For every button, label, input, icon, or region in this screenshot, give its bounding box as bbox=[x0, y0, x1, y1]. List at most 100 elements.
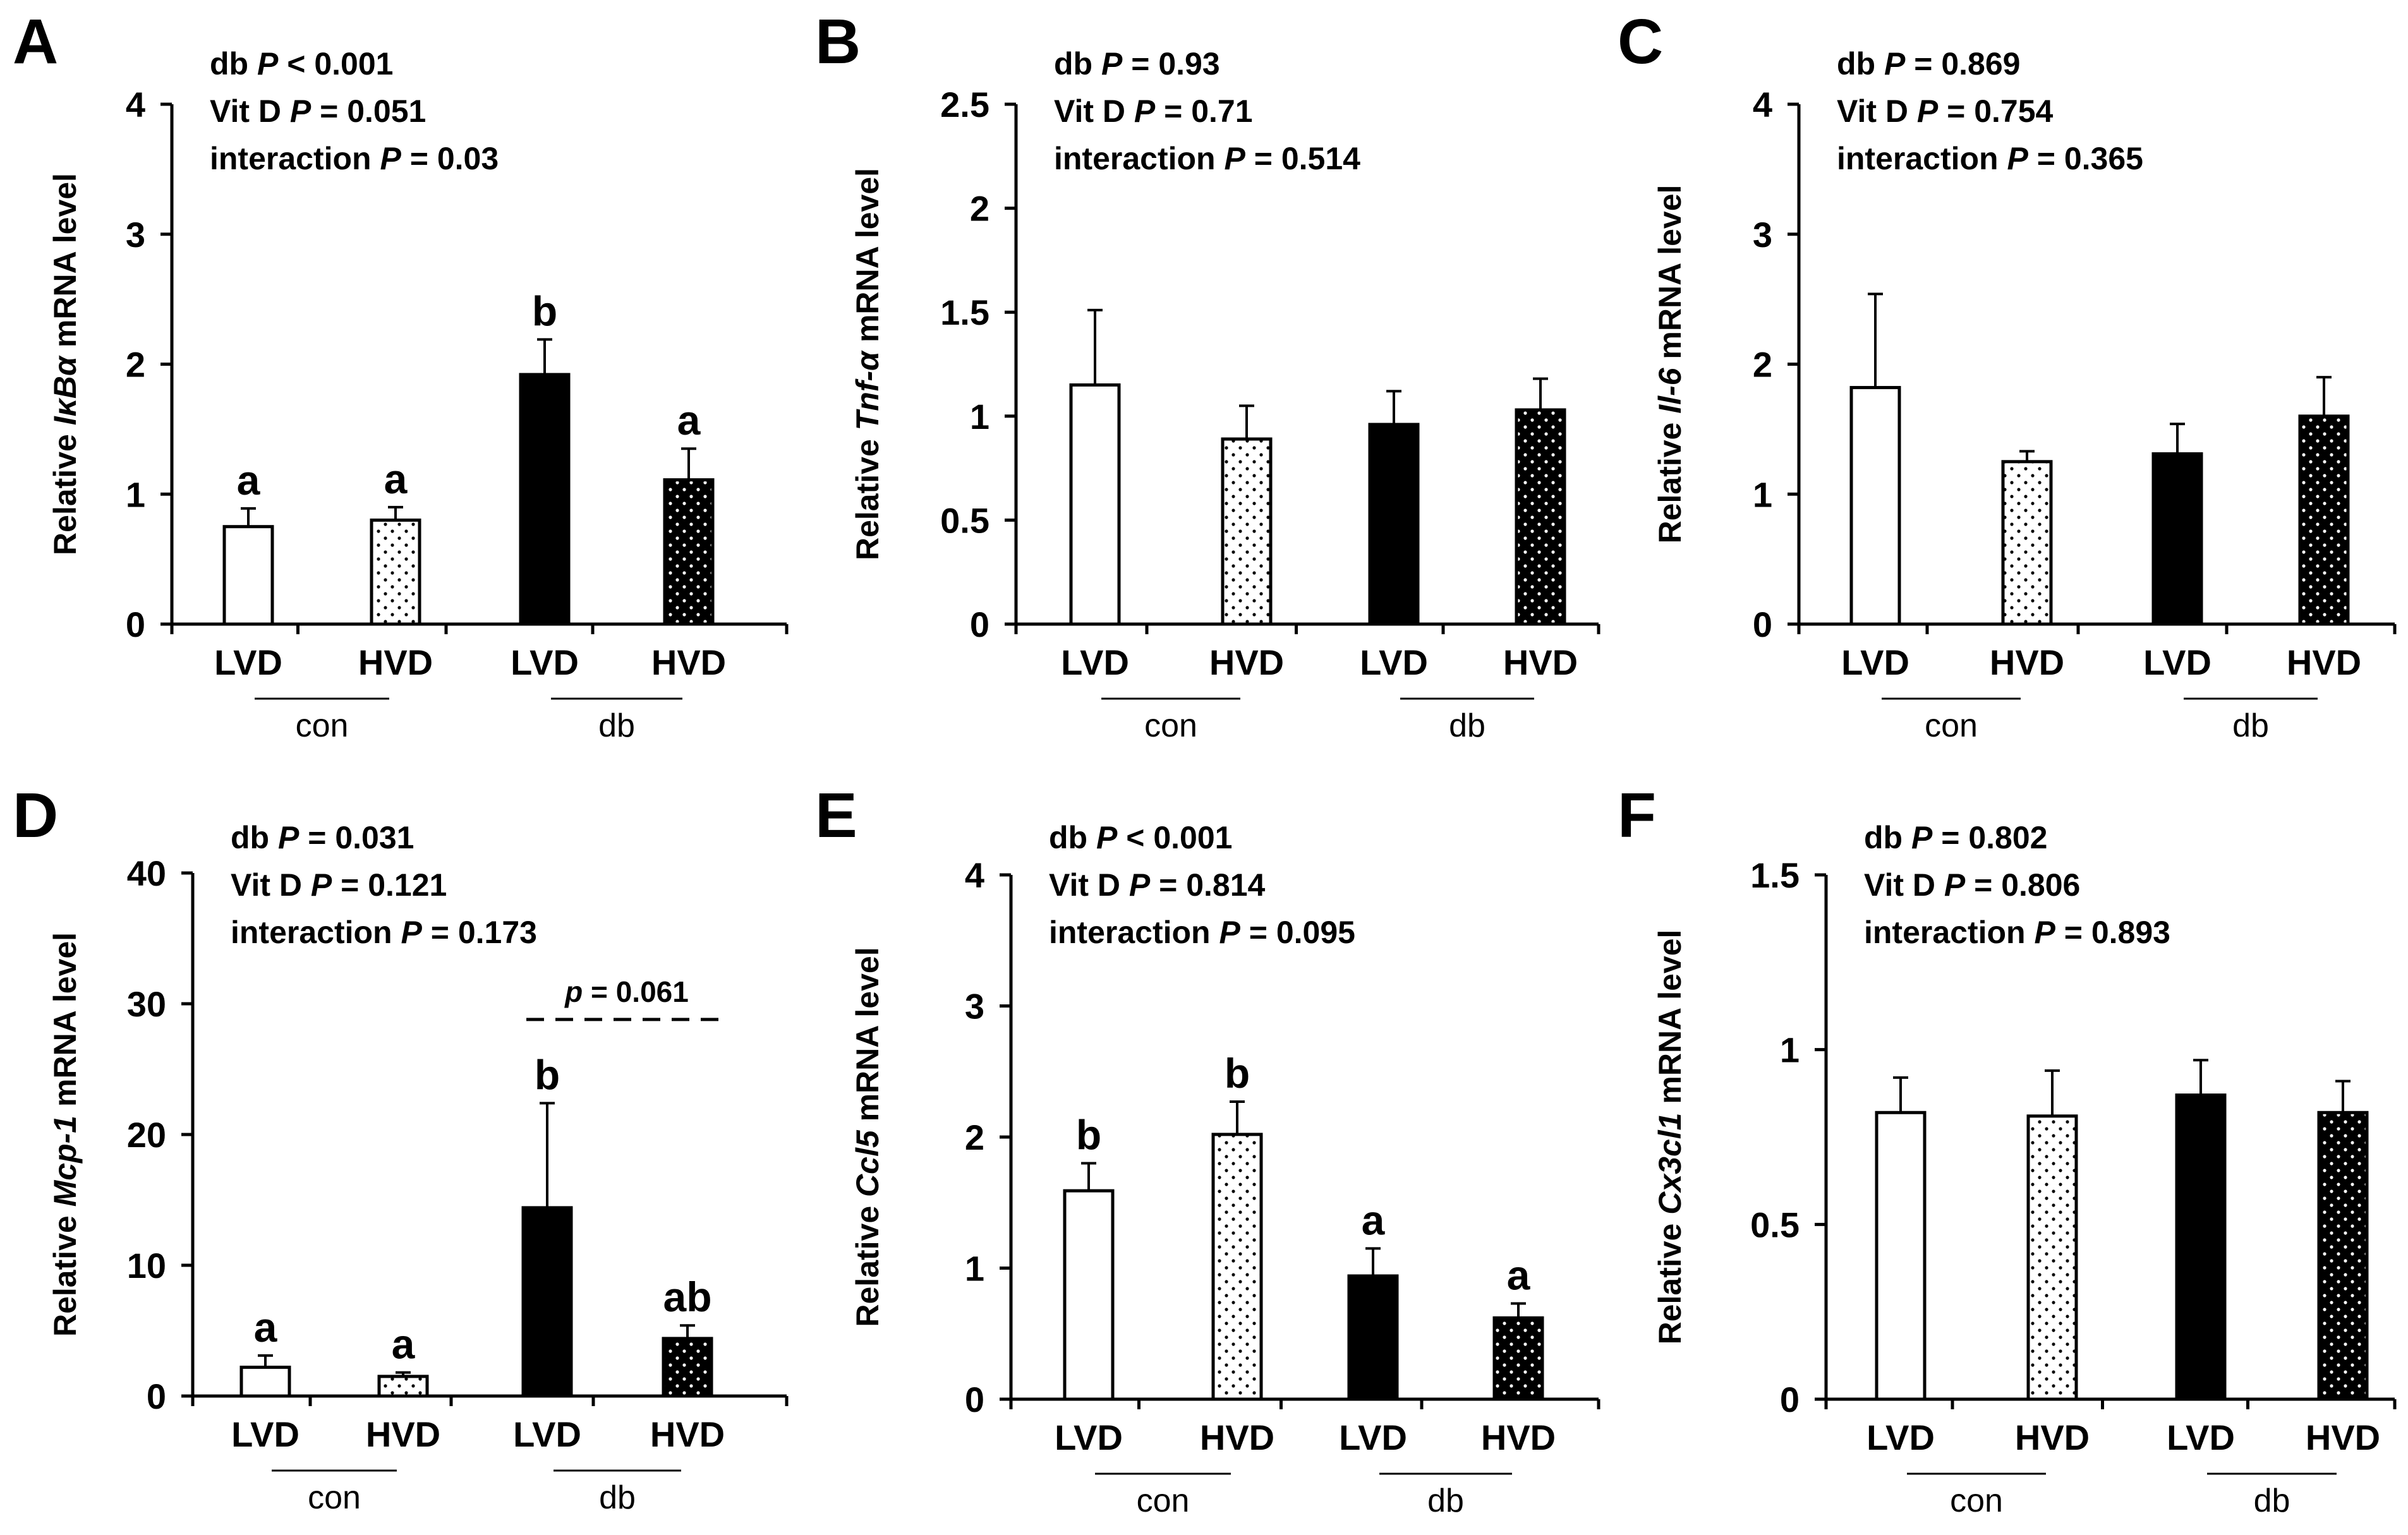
bar-4 bbox=[1492, 1316, 1544, 1401]
group-label: con bbox=[1925, 707, 1978, 744]
stat-line: db P = 0.802 bbox=[1864, 820, 2047, 855]
y-axis-label: Relative IκBα mRNA level bbox=[47, 173, 83, 555]
stat-line: Vit D P = 0.754 bbox=[1837, 93, 2054, 129]
x-category-label: LVD bbox=[1339, 1418, 1407, 1457]
panel-f: F 0 0.5 1 1.5 Relative Cx3cl1 mRNA level LVD HV… bbox=[1618, 780, 2397, 1519]
panel-e: E 0 1 2 3 4 Relative Ccl5 mRNA level b LVD b HVD a L… bbox=[815, 780, 1600, 1519]
x-category-label: HVD bbox=[2287, 642, 2361, 682]
bar-3 bbox=[521, 1206, 573, 1398]
stat-line: db P < 0.001 bbox=[210, 46, 393, 81]
y-tick-label: 3 bbox=[965, 987, 984, 1026]
group-label: db bbox=[1449, 707, 1485, 744]
panel-c: C 0 1 2 3 4 Relative Il-6 mRNA level LVD HVD LVD H… bbox=[1618, 6, 2397, 744]
bar-3 bbox=[1347, 1274, 1399, 1401]
y-tick-label: 20 bbox=[127, 1115, 166, 1155]
bar-3 bbox=[519, 373, 571, 626]
group-label: db bbox=[599, 1479, 636, 1516]
panel-label: D bbox=[13, 780, 58, 851]
x-category-label: HVD bbox=[1481, 1418, 1556, 1457]
bar-2 bbox=[2026, 1114, 2078, 1401]
stat-line: db P < 0.001 bbox=[1049, 820, 1232, 855]
y-tick-label: 0 bbox=[126, 605, 145, 644]
significance-letter: a bbox=[677, 397, 701, 443]
stat-line: interaction P = 0.03 bbox=[210, 141, 499, 176]
panel-label: C bbox=[1618, 6, 1663, 77]
y-axis-label: Relative Tnf-α mRNA level bbox=[850, 168, 885, 560]
bar-4 bbox=[662, 1337, 713, 1398]
y-tick-label: 2 bbox=[1753, 345, 1772, 385]
x-category-label: LVD bbox=[2167, 1418, 2235, 1457]
bar-2 bbox=[1221, 437, 1273, 626]
x-category-label: LVD bbox=[1841, 642, 1909, 682]
y-tick-label: 40 bbox=[127, 853, 166, 893]
stat-line: Vit D P = 0.051 bbox=[210, 93, 426, 129]
bar-2 bbox=[370, 518, 421, 626]
significance-letter: a bbox=[1362, 1196, 1386, 1243]
stat-line: interaction P = 0.893 bbox=[1864, 915, 2170, 950]
stat-line: Vit D P = 0.806 bbox=[1864, 867, 2080, 903]
x-category-label: LVD bbox=[231, 1414, 299, 1454]
y-axis-label: Relative Il-6 mRNA level bbox=[1652, 185, 1688, 544]
x-category-label: HVD bbox=[358, 642, 433, 682]
group-label: con bbox=[308, 1479, 361, 1516]
panel-a: A 0 1 2 3 4 Relative IκBα mRNA level a LVD a HVD b L… bbox=[13, 6, 789, 744]
y-tick-label: 30 bbox=[127, 984, 166, 1024]
y-tick-label: 3 bbox=[1753, 215, 1772, 255]
comparison-p-value: p = 0.061 bbox=[564, 975, 689, 1008]
x-category-label: LVD bbox=[1360, 642, 1428, 682]
y-tick-label: 0 bbox=[965, 1380, 984, 1419]
y-tick-label: 3 bbox=[126, 215, 145, 255]
significance-letter: b bbox=[1225, 1050, 1250, 1097]
x-category-label: HVD bbox=[1209, 642, 1284, 682]
significance-letter: b bbox=[532, 287, 557, 334]
y-tick-label: 2.5 bbox=[940, 85, 989, 124]
panel-b: B 0 0.5 1 1.5 2 2.5 Relative Tnf-α mRNA level LV… bbox=[815, 6, 1600, 744]
significance-letter: a bbox=[237, 457, 261, 503]
bar-4 bbox=[663, 478, 715, 626]
y-tick-label: 0.5 bbox=[940, 500, 989, 540]
x-category-label: HVD bbox=[1990, 642, 2064, 682]
x-category-label: HVD bbox=[1503, 642, 1578, 682]
stat-line: Vit D P = 0.814 bbox=[1049, 867, 1266, 903]
group-label: db bbox=[598, 707, 635, 744]
group-label: db bbox=[2254, 1483, 2290, 1519]
stat-line: interaction P = 0.095 bbox=[1049, 915, 1355, 950]
group-label: con bbox=[1137, 1483, 1190, 1519]
stat-line: interaction P = 0.514 bbox=[1054, 141, 1360, 176]
y-tick-label: 1.5 bbox=[1750, 855, 1800, 895]
bar-1 bbox=[1069, 383, 1121, 626]
x-category-label: LVD bbox=[511, 642, 579, 682]
y-tick-label: 1 bbox=[126, 474, 145, 514]
significance-letter: a bbox=[1507, 1252, 1531, 1299]
x-category-label: LVD bbox=[513, 1414, 581, 1454]
bar-3 bbox=[2151, 452, 2203, 626]
bar-1 bbox=[239, 1365, 291, 1398]
stat-line: db P = 0.869 bbox=[1837, 46, 2020, 81]
bar-1 bbox=[222, 525, 274, 626]
stat-line: Vit D P = 0.71 bbox=[1054, 93, 1253, 129]
stat-line: db P = 0.031 bbox=[231, 820, 414, 855]
panel-label: E bbox=[815, 780, 857, 851]
x-category-label: LVD bbox=[214, 642, 282, 682]
x-category-label: HVD bbox=[2015, 1418, 2090, 1457]
panel-label: B bbox=[815, 6, 861, 77]
bar-1 bbox=[1849, 386, 1901, 626]
significance-letter: ab bbox=[663, 1273, 711, 1320]
stat-line: interaction P = 0.365 bbox=[1837, 141, 2143, 176]
panel-label: A bbox=[13, 6, 58, 77]
significance-letter: b bbox=[1076, 1112, 1101, 1159]
bar-2 bbox=[2001, 460, 2053, 626]
y-tick-label: 0 bbox=[1753, 605, 1772, 644]
group-label: con bbox=[296, 707, 349, 744]
bar-4 bbox=[2298, 414, 2350, 626]
x-category-label: HVD bbox=[651, 642, 726, 682]
bar-2 bbox=[377, 1375, 429, 1398]
y-tick-label: 0 bbox=[970, 605, 989, 644]
y-tick-label: 1.5 bbox=[940, 292, 989, 332]
significance-letter: a bbox=[254, 1304, 278, 1351]
bar-1 bbox=[1875, 1111, 1927, 1401]
y-tick-label: 10 bbox=[127, 1246, 166, 1285]
stat-line: Vit D P = 0.121 bbox=[231, 867, 447, 903]
stat-line: interaction P = 0.173 bbox=[231, 915, 537, 950]
